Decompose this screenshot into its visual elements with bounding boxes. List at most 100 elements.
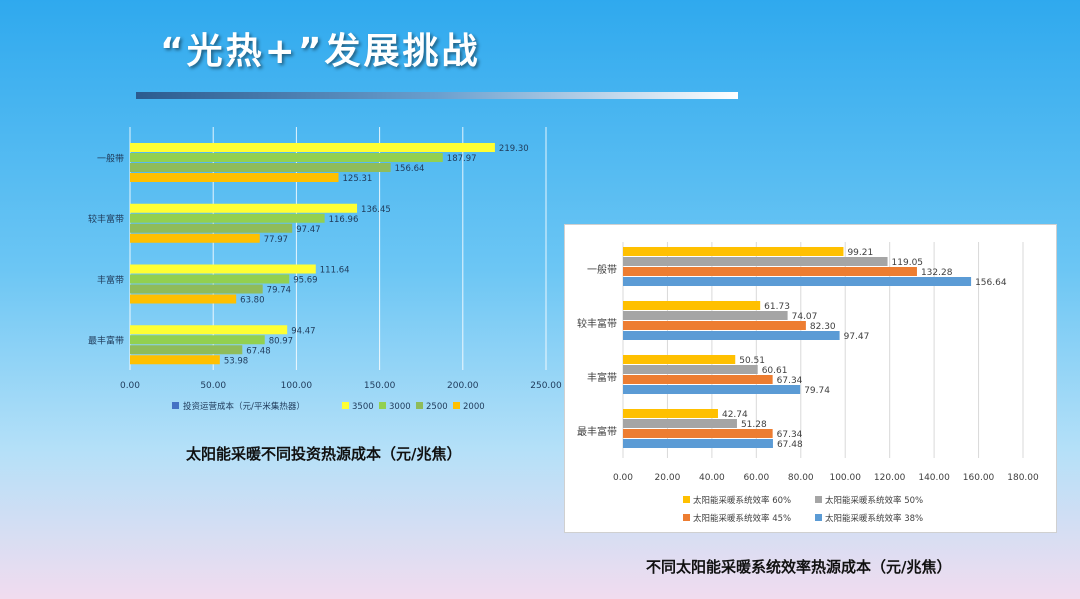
bar: [130, 274, 290, 284]
bar: [623, 267, 917, 276]
data-label: 60.61: [762, 366, 788, 376]
bar: [623, 321, 806, 330]
x-tick-label: 160.00: [963, 473, 995, 483]
legend-entry: 3000: [389, 402, 411, 412]
bar: [130, 335, 265, 345]
data-label: 94.47: [291, 326, 315, 336]
bar: [130, 264, 316, 274]
category-label: 丰富带: [97, 274, 124, 286]
x-tick-label: 140.00: [918, 473, 950, 483]
data-label: 111.64: [320, 266, 350, 276]
x-tick-label: 80.00: [788, 473, 814, 483]
chart-investment-cost: 0.00 50.00 100.00 150.00 200.00 250.00 一般带 219.…: [88, 127, 562, 412]
bar: [130, 325, 288, 335]
data-label: 116.96: [329, 215, 359, 225]
legend-entry: 太阳能采暖系统效率 50%: [825, 495, 923, 506]
data-label: 53.98: [224, 356, 248, 366]
data-label: 187.97: [447, 154, 477, 164]
x-tick-label: 0.00: [613, 473, 633, 483]
bar: [130, 223, 293, 233]
bar: [130, 233, 260, 243]
title-underline: [136, 92, 738, 99]
data-label: 136.45: [361, 205, 391, 215]
category-label: 丰富带: [587, 371, 617, 384]
bar: [623, 301, 761, 310]
bar: [623, 277, 972, 286]
legend-entry: 3500: [352, 402, 374, 412]
bar: [130, 294, 237, 304]
data-label: 97.47: [844, 332, 870, 342]
x-tick-label: 100.00: [829, 473, 861, 483]
bar: [130, 173, 339, 182]
category-label: 最丰富带: [577, 425, 617, 438]
data-label: 132.28: [921, 268, 953, 278]
legend-swatch: [683, 496, 690, 503]
caption-efficiency-cost: 不同太阳能采暖系统效率热源成本（元/兆焦）: [646, 558, 952, 576]
data-label: 156.64: [975, 278, 1007, 288]
data-label: 125.31: [343, 174, 373, 184]
legend-entry: 2500: [426, 402, 448, 412]
category-label: 较丰富带: [88, 213, 124, 225]
x-tick-label: 150.00: [364, 381, 396, 391]
chart-panel-efficiency: 0.00 20.00 40.00 60.00 80.00 100.00 120.00 140.…: [564, 224, 1057, 533]
legend-title: 投资运营成本（元/平米集热器）: [183, 401, 305, 412]
legend-swatch: [172, 402, 179, 409]
data-label: 79.74: [804, 386, 830, 396]
legend-swatch: [416, 402, 423, 409]
bar: [623, 257, 888, 266]
x-tick-label: 20.00: [655, 473, 681, 483]
category-label: 一般带: [587, 263, 617, 276]
data-label: 67.34: [777, 430, 803, 440]
data-label: 80.97: [269, 336, 293, 346]
legend-entry: 太阳能采暖系统效率 60%: [693, 495, 791, 506]
data-label: 97.47: [296, 225, 320, 235]
bar: [130, 345, 243, 355]
legend-entry: 2000: [463, 402, 485, 412]
legend-swatch: [453, 402, 460, 409]
bar: [623, 429, 773, 438]
data-label: 77.97: [264, 235, 288, 245]
legend-entry: 太阳能采暖系统效率 38%: [825, 513, 923, 524]
bar: [130, 163, 391, 172]
x-tick-label: 0.00: [120, 381, 140, 391]
x-tick-label: 60.00: [743, 473, 769, 483]
bar: [130, 203, 358, 213]
bar: [623, 311, 788, 320]
category-label: 一般带: [97, 152, 124, 164]
bar: [623, 385, 801, 394]
page-title: “光热+”发展挑战: [160, 31, 481, 72]
bar: [623, 365, 758, 374]
category-label: 最丰富带: [88, 335, 124, 347]
caption-investment-cost: 太阳能采暖不同投资热源成本（元/兆焦）: [186, 445, 462, 463]
legend-entry: 太阳能采暖系统效率 45%: [693, 513, 791, 524]
bar: [130, 143, 495, 152]
data-label: 79.74: [267, 286, 291, 296]
data-label: 51.28: [741, 420, 767, 430]
legend-swatch: [815, 514, 822, 521]
bar: [623, 375, 773, 384]
data-label: 42.74: [722, 410, 748, 420]
bar: [623, 439, 773, 448]
bar: [623, 409, 718, 418]
x-tick-label: 40.00: [699, 473, 725, 483]
x-tick-label: 250.00: [530, 381, 562, 391]
chart-efficiency-cost: 0.00 20.00 40.00 60.00 80.00 100.00 120.00 140.…: [577, 242, 1039, 524]
bar: [130, 284, 263, 294]
bar: [623, 355, 736, 364]
data-label: 67.48: [246, 346, 270, 356]
data-label: 74.07: [792, 312, 818, 322]
bar: [623, 419, 737, 428]
bar: [130, 153, 443, 162]
data-label: 95.69: [293, 276, 317, 286]
x-tick-label: 120.00: [874, 473, 906, 483]
category-label: 较丰富带: [577, 317, 617, 330]
bar: [623, 247, 844, 256]
bar: [623, 331, 840, 340]
data-label: 156.64: [395, 164, 425, 174]
data-label: 50.51: [739, 356, 765, 366]
data-label: 61.73: [764, 302, 790, 312]
data-label: 63.80: [240, 296, 264, 306]
data-label: 119.05: [892, 258, 924, 268]
data-label: 67.48: [777, 440, 803, 450]
bar: [130, 213, 325, 223]
